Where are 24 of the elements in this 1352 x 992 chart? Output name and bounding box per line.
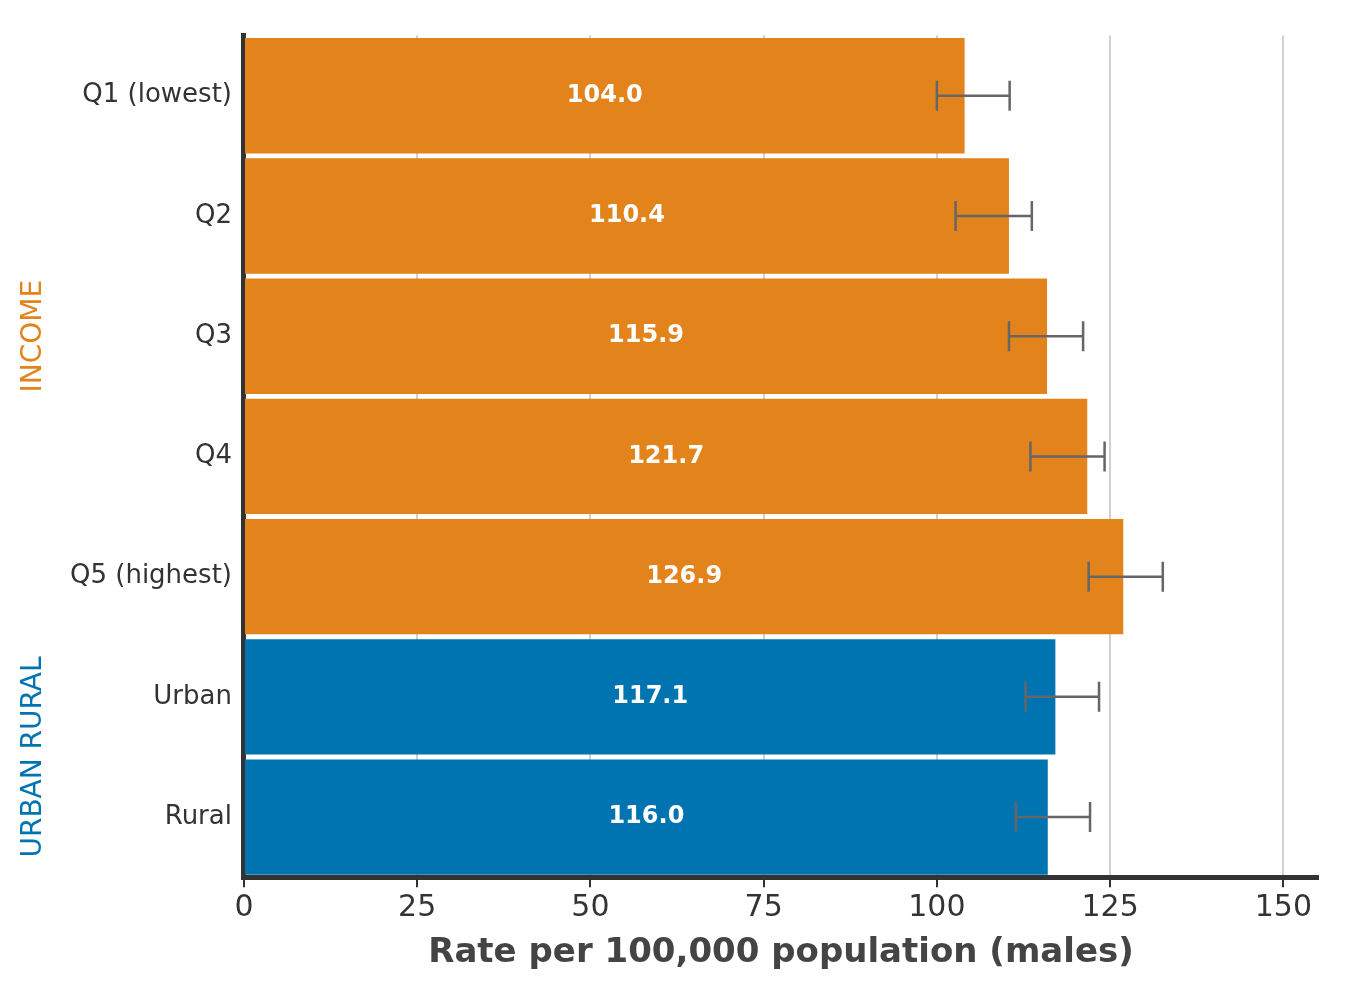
y-tick-label: Q5 (highest)	[70, 559, 232, 590]
data-label: 121.7	[628, 440, 705, 469]
data-label: 104.0	[566, 79, 643, 108]
data-label: 117.1	[612, 681, 689, 710]
x-tick-label: 0	[234, 888, 254, 923]
x-tick-label: 25	[398, 888, 437, 923]
text: INCOME	[15, 279, 49, 393]
y-tick-label: Urban	[153, 679, 232, 710]
text: URBAN RURAL	[15, 655, 49, 858]
data-label: 115.9	[608, 320, 684, 349]
x-tick-label: 125	[1081, 888, 1139, 923]
x-tick-label: 75	[744, 888, 783, 923]
data-label: 126.9	[646, 560, 723, 589]
data-label: 116.0	[608, 801, 685, 830]
y-tick-label: Q2	[194, 198, 232, 229]
y-tick-label: Q3	[194, 318, 232, 349]
x-tick-label: 100	[908, 888, 966, 923]
x-axis-title: Rate per 100,000 population (males)	[428, 930, 1134, 971]
y-tick-label: Q4	[194, 439, 232, 470]
x-tick-label: 50	[571, 888, 610, 923]
y-tick-label: Q1 (lowest)	[82, 78, 232, 109]
data-label: 110.4	[589, 200, 665, 229]
x-tick-label: 150	[1254, 888, 1312, 923]
y-tick-label: Rural	[164, 799, 232, 830]
